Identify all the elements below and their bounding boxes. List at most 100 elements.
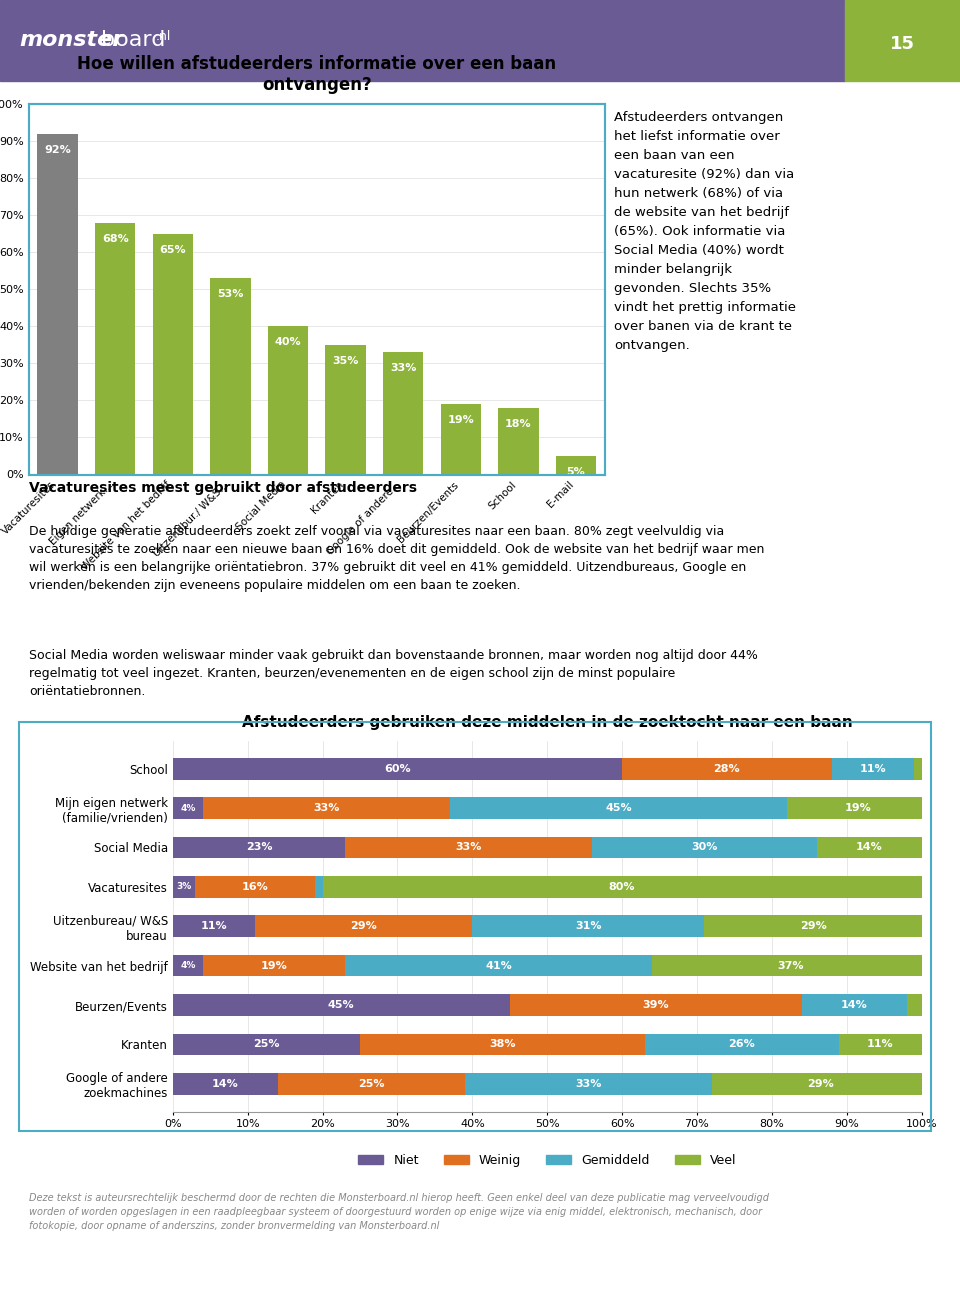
Bar bbox=[914, 758, 929, 780]
Bar bbox=[173, 915, 255, 937]
Bar bbox=[315, 876, 323, 898]
Text: board: board bbox=[101, 30, 165, 51]
Text: 25%: 25% bbox=[358, 1079, 385, 1089]
Bar bbox=[203, 797, 450, 819]
Bar bbox=[0, 0, 845, 81]
Text: 41%: 41% bbox=[485, 961, 512, 971]
Text: 3%: 3% bbox=[177, 883, 192, 892]
Bar bbox=[644, 1034, 839, 1056]
Bar bbox=[95, 222, 135, 474]
Bar bbox=[173, 954, 203, 976]
Bar bbox=[277, 1072, 465, 1095]
Bar bbox=[510, 994, 802, 1015]
Text: 39%: 39% bbox=[642, 1000, 669, 1010]
Text: .nl: .nl bbox=[156, 30, 171, 43]
Bar bbox=[173, 797, 203, 819]
Text: 45%: 45% bbox=[605, 803, 632, 812]
Text: 33%: 33% bbox=[455, 842, 482, 853]
Text: 19%: 19% bbox=[447, 415, 474, 425]
Text: 60%: 60% bbox=[384, 763, 411, 773]
Bar bbox=[383, 352, 423, 474]
Text: Deze tekst is auteursrechtelijk beschermd door de rechten die Monsterboard.nl hi: Deze tekst is auteursrechtelijk bescherm… bbox=[29, 1193, 769, 1231]
Bar bbox=[712, 1072, 929, 1095]
Text: 33%: 33% bbox=[575, 1079, 602, 1089]
Text: 11%: 11% bbox=[867, 1040, 894, 1049]
Bar bbox=[195, 876, 315, 898]
Bar bbox=[556, 456, 596, 474]
Bar bbox=[802, 994, 906, 1015]
Text: 11%: 11% bbox=[859, 763, 886, 773]
Text: 45%: 45% bbox=[328, 1000, 354, 1010]
Text: Vacaturesites meest gebruikt door afstudeerders: Vacaturesites meest gebruikt door afstud… bbox=[29, 481, 417, 495]
Bar bbox=[345, 837, 592, 858]
Text: 26%: 26% bbox=[729, 1040, 756, 1049]
Text: 37%: 37% bbox=[778, 961, 804, 971]
Bar bbox=[450, 797, 787, 819]
Text: Afstudeerders ontvangen
het liefst informatie over
een baan van een
vacaturesite: Afstudeerders ontvangen het liefst infor… bbox=[614, 112, 797, 352]
Bar bbox=[622, 758, 831, 780]
Text: 14%: 14% bbox=[855, 842, 882, 853]
Text: 80%: 80% bbox=[609, 881, 636, 892]
Text: monster: monster bbox=[19, 30, 124, 51]
Text: 40%: 40% bbox=[275, 338, 301, 347]
Text: 31%: 31% bbox=[575, 922, 602, 931]
Text: 65%: 65% bbox=[159, 244, 186, 255]
Bar bbox=[255, 915, 472, 937]
Bar bbox=[153, 234, 193, 474]
Text: 15: 15 bbox=[890, 35, 915, 53]
Bar bbox=[325, 344, 366, 474]
Bar bbox=[345, 954, 652, 976]
Bar bbox=[173, 876, 195, 898]
Bar bbox=[37, 134, 78, 474]
Bar bbox=[173, 1034, 360, 1056]
Legend: Niet, Weinig, Gemiddeld, Veel: Niet, Weinig, Gemiddeld, Veel bbox=[353, 1149, 741, 1171]
Bar bbox=[441, 404, 481, 474]
Text: 11%: 11% bbox=[201, 922, 228, 931]
Bar bbox=[831, 758, 914, 780]
Bar bbox=[705, 915, 922, 937]
Bar bbox=[173, 994, 510, 1015]
Text: 14%: 14% bbox=[841, 1000, 868, 1010]
Title: Afstudeerders gebruiken deze middelen in de zoektocht naar een baan: Afstudeerders gebruiken deze middelen in… bbox=[242, 715, 852, 731]
Bar bbox=[173, 1072, 277, 1095]
Text: 14%: 14% bbox=[212, 1079, 239, 1089]
Title: Hoe willen afstudeerders informatie over een baan
ontvangen?: Hoe willen afstudeerders informatie over… bbox=[77, 56, 557, 94]
Text: 25%: 25% bbox=[253, 1040, 279, 1049]
Bar bbox=[268, 326, 308, 474]
Bar bbox=[210, 278, 251, 474]
Text: 92%: 92% bbox=[44, 144, 71, 155]
Text: 23%: 23% bbox=[246, 842, 273, 853]
Bar bbox=[465, 1072, 712, 1095]
Bar bbox=[592, 837, 817, 858]
Text: 18%: 18% bbox=[505, 419, 532, 429]
Text: 33%: 33% bbox=[313, 803, 340, 812]
Bar bbox=[360, 1034, 644, 1056]
Text: De huidige generatie afstudeerders zoekt zelf vooral via vacaturesites naar een : De huidige generatie afstudeerders zoekt… bbox=[29, 525, 764, 593]
Text: 29%: 29% bbox=[800, 922, 827, 931]
Bar bbox=[203, 954, 345, 976]
Text: 19%: 19% bbox=[260, 961, 287, 971]
Text: 29%: 29% bbox=[350, 922, 377, 931]
Bar bbox=[323, 876, 922, 898]
Bar bbox=[906, 994, 922, 1015]
Text: 68%: 68% bbox=[102, 234, 129, 243]
Bar bbox=[839, 1034, 922, 1056]
Bar bbox=[472, 915, 705, 937]
Text: 4%: 4% bbox=[180, 961, 196, 970]
Text: 19%: 19% bbox=[845, 803, 872, 812]
Text: 5%: 5% bbox=[566, 467, 586, 477]
Bar bbox=[173, 837, 345, 858]
Bar bbox=[173, 758, 622, 780]
Text: 16%: 16% bbox=[242, 881, 269, 892]
Bar bbox=[817, 837, 922, 858]
Text: 30%: 30% bbox=[691, 842, 718, 853]
Text: 35%: 35% bbox=[332, 356, 359, 365]
Bar bbox=[498, 408, 539, 474]
Bar bbox=[787, 797, 929, 819]
Bar bbox=[652, 954, 929, 976]
Bar bbox=[845, 0, 960, 81]
Text: 29%: 29% bbox=[807, 1079, 834, 1089]
Text: 28%: 28% bbox=[713, 763, 740, 773]
Text: 4%: 4% bbox=[180, 803, 196, 812]
Text: 33%: 33% bbox=[390, 363, 417, 373]
